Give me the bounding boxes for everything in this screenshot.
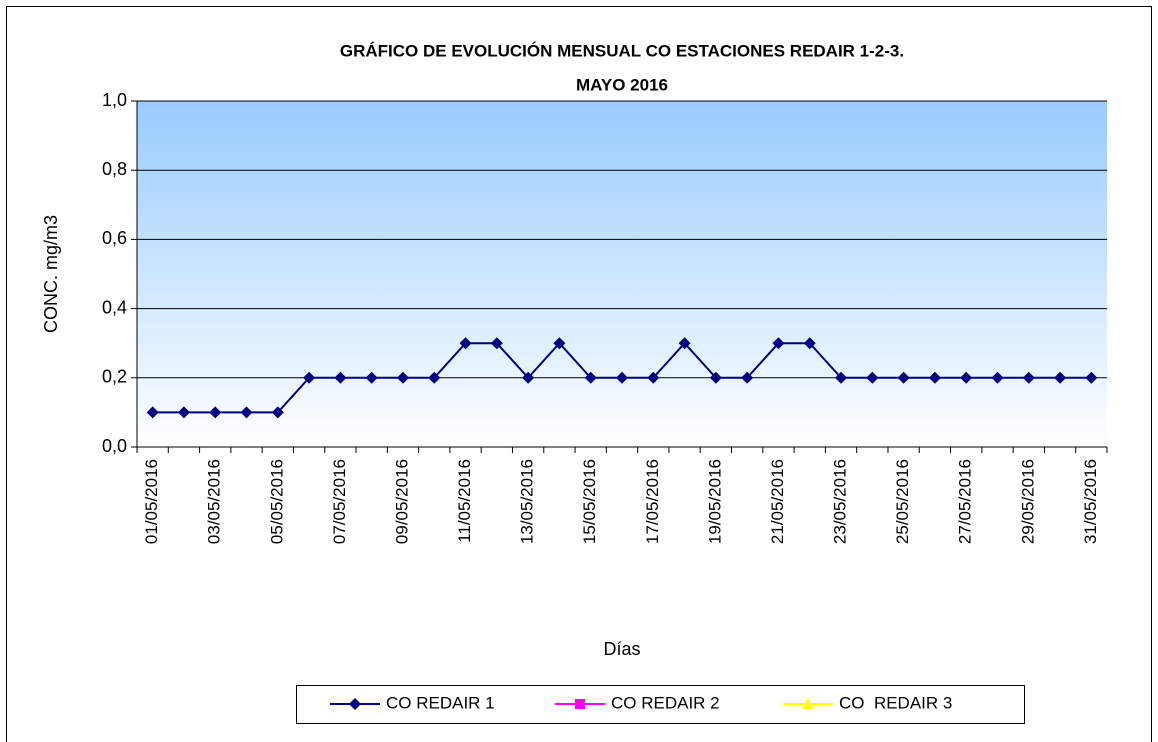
legend-label: CO REDAIR 2	[611, 693, 720, 712]
data-point	[991, 371, 1004, 384]
x-tick-label: 03/05/2016	[205, 459, 224, 544]
x-tick-label: 07/05/2016	[330, 459, 349, 544]
chart-title: MAYO 2016	[576, 75, 668, 94]
plot-area	[137, 101, 1107, 447]
data-point	[522, 371, 535, 384]
x-tick-label: 13/05/2016	[518, 459, 537, 544]
data-point	[365, 371, 378, 384]
x-tick-label: 27/05/2016	[956, 459, 975, 544]
x-axis-label: Días	[603, 639, 640, 659]
chart-title: GRÁFICO DE EVOLUCIÓN MENSUAL CO ESTACION…	[340, 41, 904, 60]
y-tick-label: 0,8	[102, 159, 127, 179]
data-point	[428, 371, 441, 384]
legend-label: CO REDAIR 3	[839, 693, 952, 712]
x-tick-label: 11/05/2016	[455, 459, 474, 543]
data-point	[303, 371, 316, 384]
x-tick-label: 25/05/2016	[893, 459, 912, 544]
data-point	[897, 371, 910, 384]
data-point	[1085, 371, 1098, 384]
y-tick-label: 0,2	[102, 367, 127, 387]
x-tick-label: 15/05/2016	[580, 459, 599, 544]
legend-marker	[349, 698, 361, 710]
legend-marker	[802, 698, 814, 709]
data-point	[490, 337, 503, 350]
x-tick-label: 19/05/2016	[705, 459, 724, 544]
data-point	[1022, 371, 1035, 384]
y-tick-label: 1,0	[102, 90, 127, 110]
x-tick-label: 29/05/2016	[1018, 459, 1037, 544]
x-tick-label: 31/05/2016	[1081, 459, 1100, 544]
data-point	[835, 371, 848, 384]
x-tick-label: 05/05/2016	[267, 459, 286, 544]
x-tick-label: 23/05/2016	[831, 459, 850, 544]
data-point	[553, 337, 566, 350]
data-point	[584, 371, 597, 384]
data-point	[240, 406, 253, 419]
x-tick-label: 17/05/2016	[643, 459, 662, 544]
data-point	[709, 371, 722, 384]
data-point	[271, 406, 284, 419]
data-point	[647, 371, 660, 384]
x-tick-label: 21/05/2016	[768, 459, 787, 544]
data-point	[678, 337, 691, 350]
data-point	[146, 406, 159, 419]
legend	[296, 685, 1025, 724]
y-axis-label: CONC. mg/m3	[41, 215, 61, 333]
data-point	[1054, 371, 1067, 384]
data-point	[459, 337, 472, 350]
data-point	[209, 406, 222, 419]
x-tick-label: 01/05/2016	[142, 459, 161, 544]
data-point	[960, 371, 973, 384]
data-point	[177, 406, 190, 419]
y-tick-label: 0,6	[102, 228, 127, 248]
y-tick-label: 0,4	[102, 297, 127, 317]
data-point	[741, 371, 754, 384]
legend-label: CO REDAIR 1	[386, 693, 495, 712]
data-point	[396, 371, 409, 384]
x-tick-label: 09/05/2016	[392, 459, 411, 544]
legend-marker	[575, 699, 585, 709]
data-point	[928, 371, 941, 384]
y-tick-label: 0,0	[102, 436, 127, 456]
data-point	[803, 337, 816, 350]
data-point	[772, 337, 785, 350]
data-point	[616, 371, 628, 384]
data-point	[866, 371, 879, 384]
data-point	[334, 371, 347, 384]
